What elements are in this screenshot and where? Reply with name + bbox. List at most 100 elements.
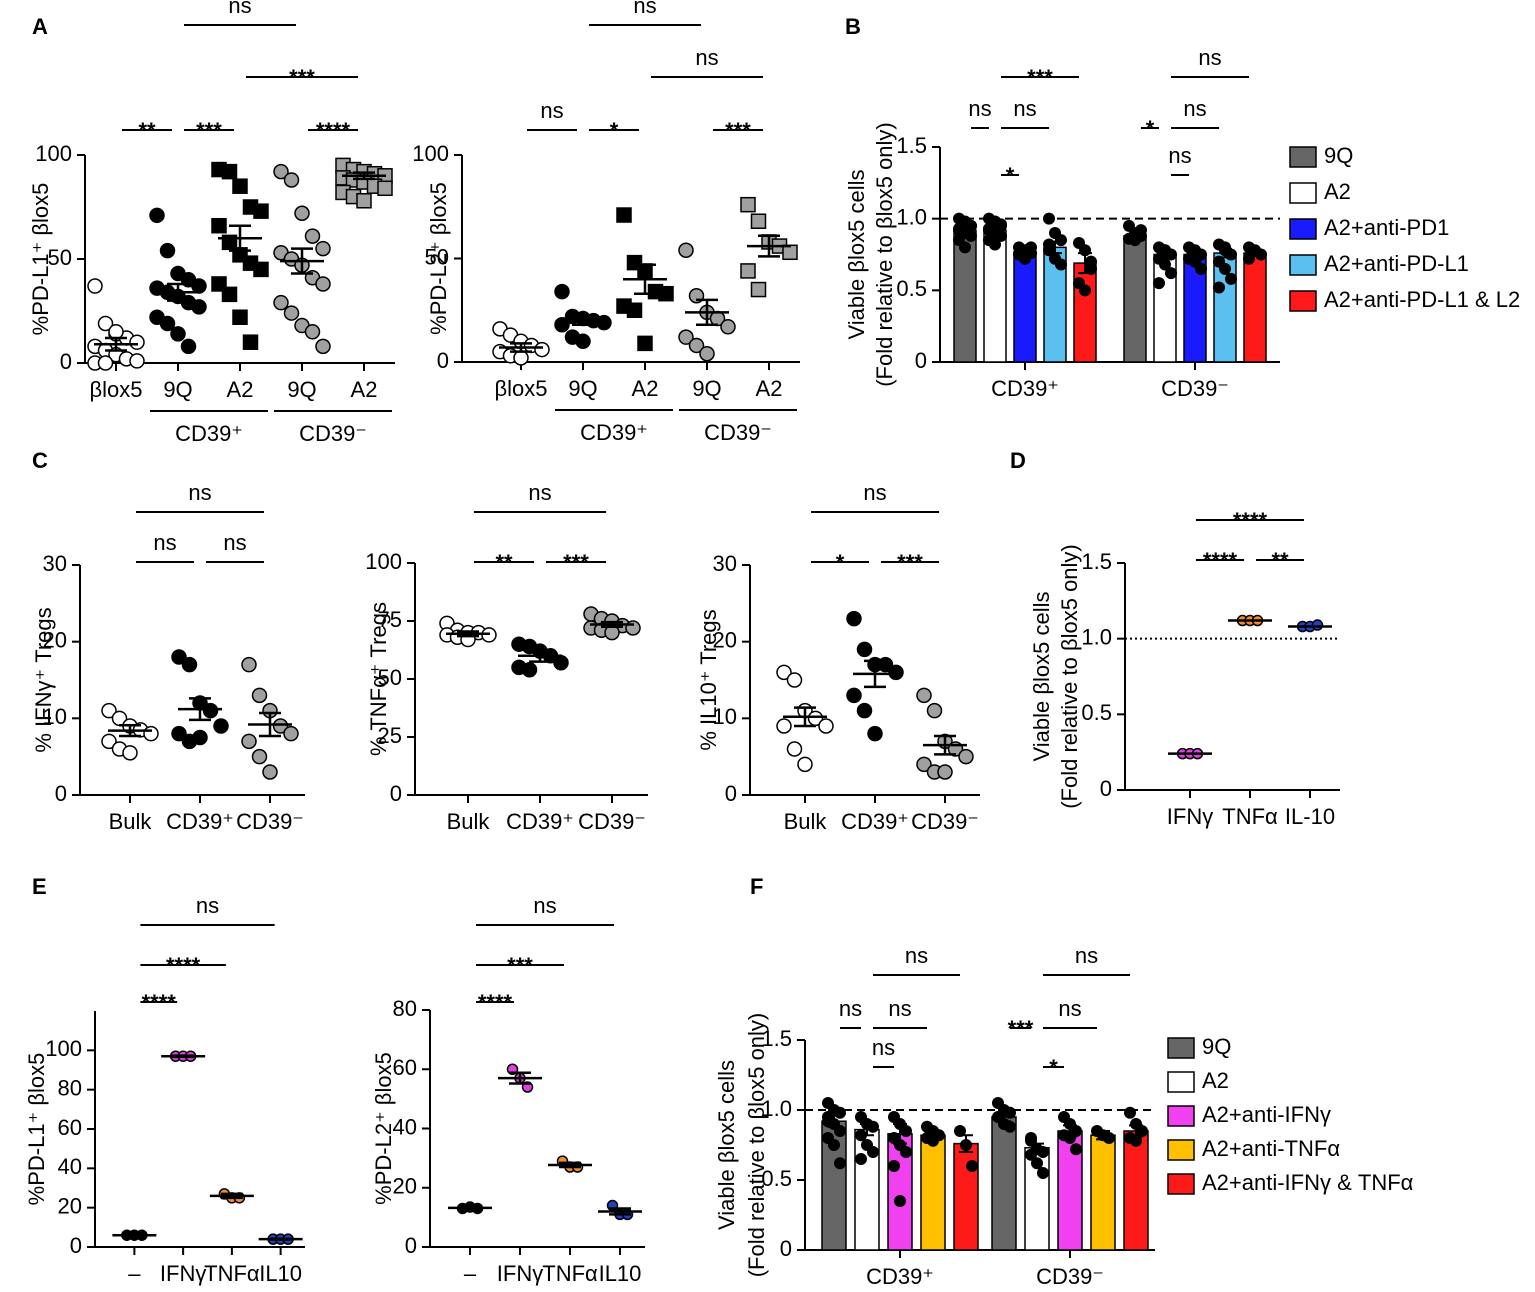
point [1025, 1132, 1037, 1144]
legend-swatch [1167, 1105, 1195, 1127]
point [1159, 258, 1171, 271]
point [750, 213, 767, 229]
group-label: CD39⁻ [299, 421, 367, 446]
error-bar [529, 648, 551, 663]
point [251, 687, 268, 704]
legend-label: A2+anti-PD-L1 [1324, 251, 1469, 276]
comparison-label: *** [507, 953, 533, 978]
x-tick-label: Bulk [784, 809, 828, 834]
bar [1123, 235, 1147, 363]
point [221, 286, 238, 303]
point [637, 335, 653, 352]
y-tick-label: 80 [393, 996, 417, 1021]
x-tick-label: IL10 [259, 1261, 302, 1286]
y-tick-label: 80 [58, 1075, 82, 1100]
y-tick-label: 50 [378, 665, 402, 690]
error-bar [229, 224, 251, 252]
point [960, 1139, 972, 1151]
point [202, 702, 219, 719]
y-axis-label: %PD-L2⁺ βlox5 [426, 182, 451, 335]
comparison-label: ns [540, 98, 563, 123]
y-tick-label: 30 [43, 551, 67, 576]
x-tick-label: A2 [632, 376, 659, 401]
point [1165, 267, 1177, 280]
point [678, 242, 694, 258]
x-tick-label: CD39⁻ [1161, 376, 1229, 401]
comparison-label: *** [563, 550, 589, 575]
comparison-label: **** [478, 990, 513, 1015]
error-bar [167, 282, 189, 302]
point [1129, 234, 1141, 247]
point [900, 1146, 912, 1158]
comparison-label: ns [905, 943, 928, 968]
point [1043, 238, 1055, 251]
point [846, 687, 862, 704]
y-tick-label: 10 [43, 704, 67, 729]
point [855, 1153, 867, 1165]
point [750, 281, 767, 298]
panel-letter: B [845, 14, 861, 39]
point [1225, 272, 1237, 285]
error-bar [457, 630, 479, 638]
comparison-label: * [1146, 116, 1155, 141]
point [129, 334, 145, 350]
comparison-label: ns [1013, 96, 1036, 121]
x-tick-label: Bulk [109, 809, 153, 834]
point [1136, 1125, 1148, 1137]
point [834, 1125, 846, 1137]
point [720, 319, 736, 335]
point [1055, 258, 1067, 271]
point [232, 309, 248, 325]
point [241, 733, 257, 750]
comparison-label: ** [1271, 548, 1289, 573]
comparison-label: *** [725, 118, 751, 143]
point [521, 661, 538, 678]
point [965, 229, 977, 242]
point [616, 207, 632, 223]
point [1079, 244, 1091, 257]
x-tick-label: CD39⁺ [166, 809, 234, 834]
x-tick-label: CD39⁺ [991, 376, 1059, 401]
error-bar [269, 1237, 292, 1241]
point [1124, 1106, 1136, 1119]
y-tick-label: 30 [713, 551, 737, 576]
y-tick-label: 20 [713, 627, 737, 652]
point [1019, 252, 1031, 265]
point [273, 163, 289, 180]
y-tick-label: 0 [390, 781, 402, 806]
y-tick-label: 100 [35, 141, 72, 166]
point [856, 641, 873, 658]
panel-letter: E [32, 874, 47, 899]
point [786, 741, 803, 757]
y-tick-label: 0 [60, 349, 72, 374]
comparison-label: ns [863, 480, 886, 505]
legend-swatch [1289, 218, 1317, 240]
x-tick-label: CD39⁻ [1036, 1264, 1104, 1289]
x-tick-label: IFNγ [1167, 804, 1213, 829]
point [867, 725, 883, 742]
point [304, 324, 321, 340]
comparison-label: **** [1233, 508, 1268, 533]
point [1135, 224, 1147, 237]
error-bar [609, 1207, 631, 1216]
x-tick-label: 9Q [163, 377, 192, 402]
bar [991, 1116, 1017, 1251]
error-bar [758, 234, 780, 258]
error-bar [291, 247, 313, 275]
error-bar [634, 263, 656, 295]
point [575, 333, 591, 350]
x-tick-label: TNFα [204, 1261, 260, 1286]
group-label: CD39⁺ [580, 420, 648, 445]
point [688, 337, 705, 354]
point [1043, 212, 1055, 225]
point [834, 1157, 846, 1170]
point [1103, 1132, 1115, 1144]
comparison-label: *** [897, 550, 923, 575]
x-tick-label: A2 [756, 376, 783, 401]
point [828, 1139, 840, 1151]
point [315, 338, 331, 355]
point [958, 748, 974, 765]
point [776, 664, 792, 681]
point [625, 620, 641, 636]
point [513, 350, 529, 366]
